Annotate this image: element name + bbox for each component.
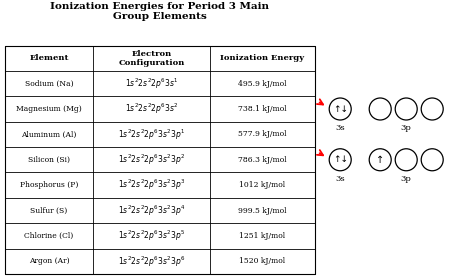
Text: $1s^22s^22p^63s^23p^5$: $1s^22s^22p^63s^23p^5$ bbox=[118, 229, 185, 243]
Text: Silicon (Si): Silicon (Si) bbox=[28, 156, 70, 164]
Text: $1s^22s^22p^63s^2$: $1s^22s^22p^63s^2$ bbox=[125, 102, 178, 116]
Text: Phosphorus (P): Phosphorus (P) bbox=[20, 181, 78, 189]
Text: $1s^22s^22p^63s^23p^2$: $1s^22s^22p^63s^23p^2$ bbox=[118, 153, 185, 167]
Text: 3s: 3s bbox=[336, 124, 345, 132]
Text: 3p: 3p bbox=[401, 175, 411, 183]
Text: Magnesium (Mg): Magnesium (Mg) bbox=[16, 105, 82, 113]
Text: Ionization Energies for Period 3 Main
Group Elements: Ionization Energies for Period 3 Main Gr… bbox=[50, 2, 270, 22]
Text: Sulfur (S): Sulfur (S) bbox=[30, 206, 68, 214]
Text: Argon (Ar): Argon (Ar) bbox=[28, 257, 69, 265]
Text: 3s: 3s bbox=[336, 175, 345, 183]
Text: Electron
Configuration: Electron Configuration bbox=[118, 50, 185, 67]
Text: 999.5 kJ/mol: 999.5 kJ/mol bbox=[238, 206, 287, 214]
Text: Element: Element bbox=[29, 54, 69, 62]
Text: ↑: ↑ bbox=[376, 155, 384, 165]
Text: $1s^22s^22p^63s^23p^4$: $1s^22s^22p^63s^23p^4$ bbox=[118, 203, 185, 218]
Text: 786.3 kJ/mol: 786.3 kJ/mol bbox=[238, 156, 287, 164]
Text: ↑↓: ↑↓ bbox=[333, 155, 348, 164]
Text: $1s^22s^22p^63s^23p^6$: $1s^22s^22p^63s^23p^6$ bbox=[118, 254, 185, 269]
Bar bbox=[5, 46, 315, 274]
Text: 738.1 kJ/mol: 738.1 kJ/mol bbox=[238, 105, 287, 113]
Text: Chlorine (Cl): Chlorine (Cl) bbox=[24, 232, 73, 240]
Text: Sodium (Na): Sodium (Na) bbox=[25, 79, 73, 87]
Text: 3p: 3p bbox=[401, 124, 411, 132]
Text: Ionization Energy: Ionization Energy bbox=[220, 54, 304, 62]
Text: ↑↓: ↑↓ bbox=[333, 105, 348, 113]
Text: 1520 kJ/mol: 1520 kJ/mol bbox=[239, 257, 285, 265]
Text: 1012 kJ/mol: 1012 kJ/mol bbox=[239, 181, 285, 189]
Text: 495.9 kJ/mol: 495.9 kJ/mol bbox=[238, 79, 287, 87]
Text: $1s^22s^22p^63s^23p^1$: $1s^22s^22p^63s^23p^1$ bbox=[118, 127, 185, 142]
Text: Aluminum (Al): Aluminum (Al) bbox=[21, 130, 77, 138]
Text: 577.9 kJ/mol: 577.9 kJ/mol bbox=[238, 130, 287, 138]
Text: $1s^22s^22p^63s^23p^3$: $1s^22s^22p^63s^23p^3$ bbox=[118, 178, 185, 192]
Text: 1251 kJ/mol: 1251 kJ/mol bbox=[239, 232, 285, 240]
Text: $1s^22s^22p^63s^1$: $1s^22s^22p^63s^1$ bbox=[125, 76, 178, 91]
